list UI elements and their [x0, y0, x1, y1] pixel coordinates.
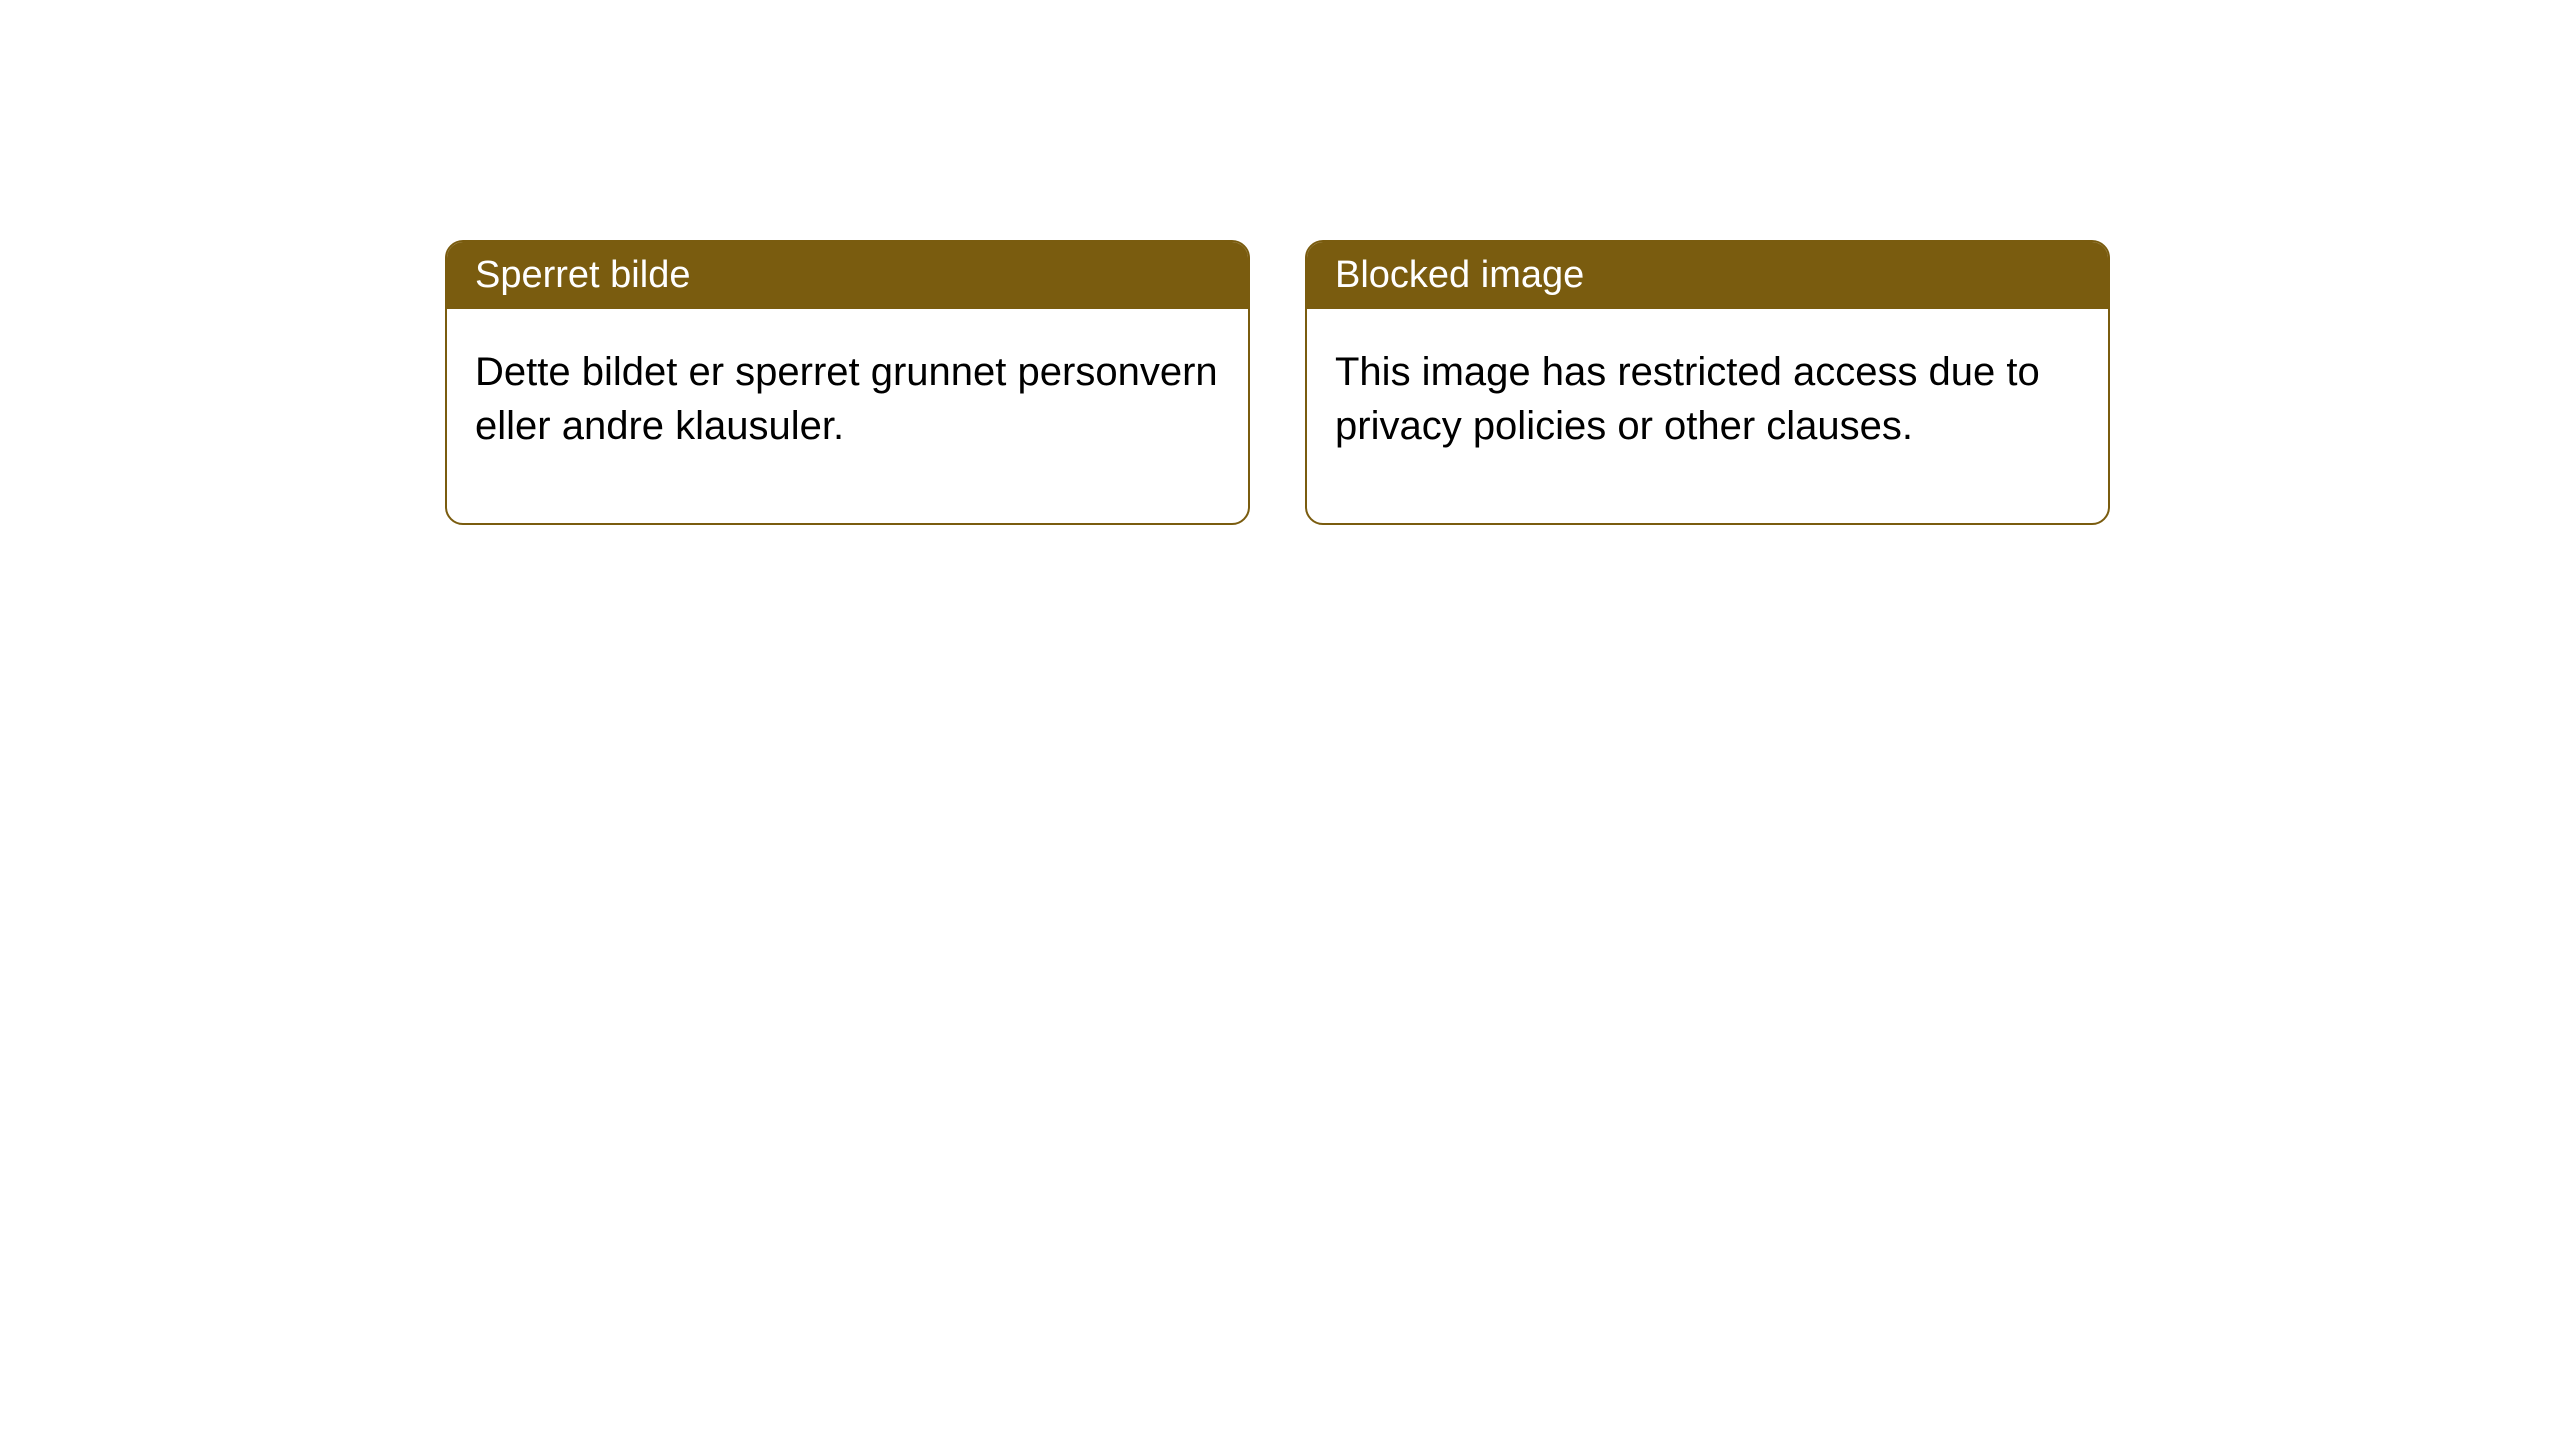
card-body-text: This image has restricted access due to … [1335, 350, 2040, 448]
notice-card-norwegian: Sperret bilde Dette bildet er sperret gr… [445, 240, 1250, 525]
card-title: Sperret bilde [475, 254, 690, 296]
card-header: Sperret bilde [447, 242, 1248, 309]
card-header: Blocked image [1307, 242, 2108, 309]
card-title: Blocked image [1335, 254, 1584, 296]
card-body-text: Dette bildet er sperret grunnet personve… [475, 350, 1218, 448]
card-body: This image has restricted access due to … [1307, 309, 2108, 523]
notice-card-english: Blocked image This image has restricted … [1305, 240, 2110, 525]
card-body: Dette bildet er sperret grunnet personve… [447, 309, 1248, 523]
notice-container: Sperret bilde Dette bildet er sperret gr… [0, 0, 2560, 525]
